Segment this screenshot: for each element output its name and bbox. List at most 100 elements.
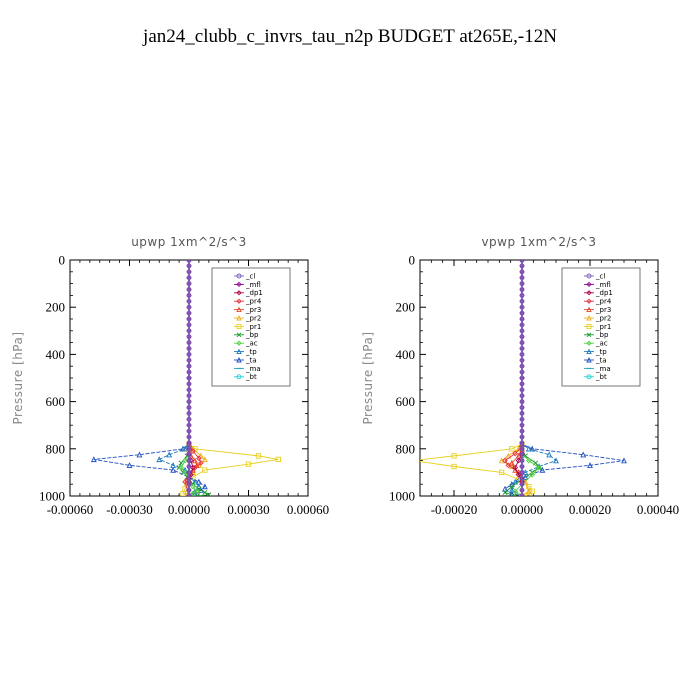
- legend-label: _ma: [595, 365, 611, 373]
- data-point: [519, 387, 525, 393]
- y-axis-label: Pressure [hPa]: [361, 331, 375, 424]
- x-tick-label: -0.00030: [106, 502, 153, 517]
- data-point: [198, 460, 204, 466]
- data-point: [186, 363, 192, 369]
- data-point: [519, 393, 525, 399]
- data-point: [186, 304, 192, 310]
- data-point: [519, 469, 525, 475]
- data-point: [529, 445, 536, 452]
- data-point: [186, 322, 192, 328]
- legend-marker: [586, 374, 592, 380]
- data-point: [192, 464, 198, 471]
- data-point: [166, 451, 173, 458]
- data-point: [186, 469, 192, 475]
- data-point: [186, 464, 192, 469]
- data-point: [186, 328, 192, 334]
- data-point: [201, 456, 208, 463]
- data-point: [245, 461, 252, 467]
- data-point: [519, 452, 525, 458]
- legend-marker: [236, 298, 242, 304]
- data-point: [502, 489, 508, 495]
- data-point: [512, 450, 519, 457]
- data-point: [186, 357, 192, 363]
- legend-marker: [586, 323, 592, 329]
- y-axis-label: Pressure [hPa]: [11, 331, 25, 424]
- data-point: [156, 456, 163, 463]
- data-point: [451, 463, 457, 470]
- y-tick-label: 800: [396, 441, 416, 456]
- data-point: [186, 481, 192, 487]
- legend-item: _tp: [234, 348, 257, 356]
- x-tick-label: 0.00000: [168, 502, 210, 517]
- data-point: [192, 478, 198, 485]
- legend-label: _pr4: [245, 298, 262, 306]
- panel-vpwp: vpwp 1xm^2/s^3 Pressure [hPa] 0 200 400 600 80…: [361, 235, 679, 517]
- legend-label: _tp: [245, 348, 257, 356]
- legend-item: _pr2: [584, 314, 611, 322]
- y-tick-label: 400: [396, 347, 416, 362]
- data-point: [186, 381, 192, 387]
- legend-marker: [236, 290, 242, 296]
- data-point: [522, 473, 529, 480]
- data-point: [186, 310, 192, 316]
- data-point: [186, 269, 192, 275]
- data-point: [186, 387, 192, 393]
- data-point: [519, 292, 525, 298]
- legend-label: _dp1: [595, 289, 613, 297]
- series-cl: [519, 260, 525, 496]
- data-point: [519, 310, 525, 316]
- plot-area: [90, 260, 281, 496]
- legend-marker: [586, 356, 592, 363]
- data-point: [519, 434, 525, 440]
- legend-item: _pr3: [234, 306, 261, 314]
- data-point: [519, 410, 525, 416]
- legend-marker: [586, 314, 592, 321]
- data-point: [512, 464, 519, 471]
- legend-box: [561, 267, 641, 387]
- data-point: [136, 451, 143, 458]
- legend-label: _pr2: [595, 314, 611, 322]
- data-point: [508, 459, 515, 466]
- legend-label: _ma: [245, 365, 261, 373]
- data-point: [519, 405, 525, 410]
- data-point: [526, 492, 532, 496]
- data-point: [502, 457, 508, 464]
- data-point: [525, 488, 532, 494]
- y-tick-label: 1000: [389, 489, 415, 504]
- data-point: [182, 457, 188, 464]
- series-cl: [186, 260, 192, 496]
- data-point: [186, 316, 192, 322]
- data-point: [186, 263, 192, 269]
- legend-item: _cl: [234, 272, 255, 280]
- data-point: [182, 469, 188, 476]
- data-point: [587, 462, 593, 468]
- legend-marker: [236, 314, 242, 321]
- data-point: [519, 346, 525, 351]
- data-point: [519, 464, 525, 469]
- legend-item: _mfl: [584, 281, 611, 289]
- legend-marker: [586, 290, 592, 296]
- legend-item: _ma: [584, 365, 611, 373]
- data-point: [512, 493, 518, 496]
- data-point: [519, 298, 525, 304]
- data-point: [186, 351, 192, 357]
- plot-area: [420, 260, 627, 496]
- data-point: [186, 393, 192, 399]
- legend-item: _bt: [234, 373, 257, 381]
- series-line: [511, 260, 557, 496]
- x-tick-label: -0.00020: [431, 502, 478, 517]
- legend-item: _pr1: [584, 323, 611, 331]
- legend-item: _ta: [584, 356, 607, 364]
- data-point: [186, 452, 192, 458]
- legend-marker: [236, 323, 242, 329]
- legend-marker: [236, 281, 242, 288]
- legend-label: _bt: [595, 373, 607, 381]
- data-point: [182, 445, 188, 452]
- legend-item: _cl: [584, 272, 605, 280]
- legend-marker: [586, 298, 592, 304]
- data-point: [190, 448, 196, 454]
- legend-label: _ta: [245, 356, 257, 364]
- data-point: [519, 475, 525, 481]
- legend-label: _pr3: [245, 306, 261, 314]
